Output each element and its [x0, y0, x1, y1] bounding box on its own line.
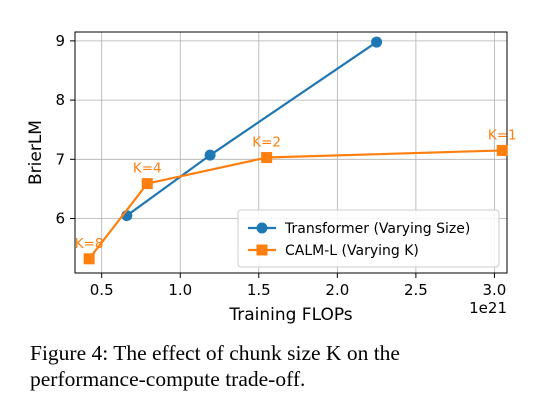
series-line [88, 149, 503, 260]
series-layer [83, 36, 508, 265]
x-tick-label: 0.5 [90, 281, 114, 299]
data-label: K=4 [133, 161, 162, 177]
legend-entry: Transformer (Varying Size) [284, 221, 470, 237]
x-axis-label: Training FLOPs [228, 305, 352, 325]
x-tick-label: 2.5 [404, 281, 428, 299]
data-point [204, 149, 216, 161]
x-tick-label: 3.0 [483, 281, 507, 299]
data-point [141, 178, 153, 190]
data-label: K=2 [252, 135, 281, 151]
y-axis-label: BrierLM [26, 120, 46, 185]
series-line [126, 41, 378, 217]
x-tick-label: 2.0 [325, 281, 349, 299]
x-tick-label: 1.0 [168, 281, 192, 299]
legend-marker [256, 244, 268, 256]
x-tick-label: 1.5 [247, 281, 271, 299]
y-tick-label: 7 [55, 150, 65, 168]
figure-caption: Figure 4: The effect of chunk size K on … [30, 341, 400, 391]
legend-entry: CALM-L (Varying K) [285, 243, 419, 259]
data-point [371, 36, 383, 48]
y-tick-label: 6 [55, 210, 65, 228]
y-tick-label: 9 [55, 32, 65, 50]
data-label: K=1 [488, 127, 517, 143]
legend-marker [256, 222, 268, 234]
data-point [83, 253, 95, 265]
legend-box [237, 209, 500, 268]
data-point [261, 152, 273, 164]
data-label: K=8 [75, 236, 104, 252]
chart: 0.5 1.0 1.5 2.0 2.5 3.0 6 7 8 9 K=8 K=4 K=2 K=1 Trai… [26, 31, 517, 325]
point-annotations: K=8 K=4 K=2 K=1 [75, 127, 517, 251]
axis-ticks: 0.5 1.0 1.5 2.0 2.5 3.0 6 7 8 9 [55, 32, 506, 299]
data-point [496, 144, 508, 156]
y-tick-label: 8 [55, 91, 65, 109]
x-axis-offset-label: 1e21 [469, 299, 507, 317]
legend: Transformer (Varying Size) CALM-L (Varyin… [237, 209, 500, 268]
